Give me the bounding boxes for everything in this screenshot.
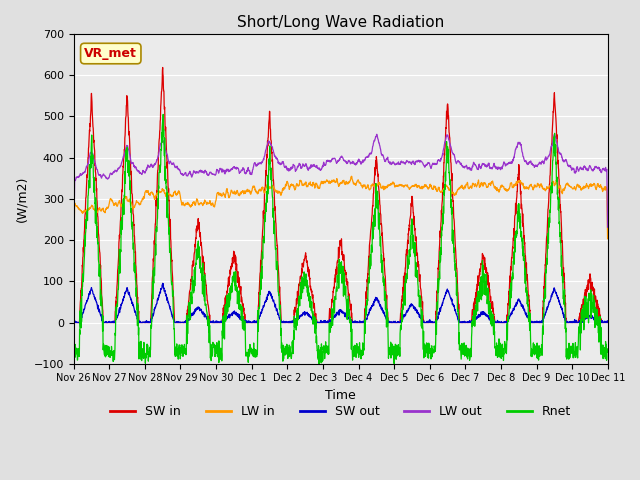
SW out xyxy=(604,318,611,324)
SW out xyxy=(557,304,564,310)
LW in xyxy=(219,193,227,199)
LW out xyxy=(496,165,504,171)
Line: LW in: LW in xyxy=(74,176,607,262)
SW in xyxy=(368,216,376,222)
SW out xyxy=(70,319,77,325)
SW out xyxy=(356,320,364,325)
LW out xyxy=(219,166,227,172)
Line: Rnet: Rnet xyxy=(74,114,607,364)
LW in xyxy=(604,236,611,241)
Line: LW out: LW out xyxy=(74,134,607,252)
LW in xyxy=(368,182,376,188)
LW out xyxy=(356,159,364,165)
LW out xyxy=(557,150,564,156)
LW out xyxy=(604,224,611,230)
LW in xyxy=(356,180,364,186)
LW out xyxy=(373,132,381,137)
Rnet xyxy=(557,240,564,246)
Title: Short/Long Wave Radiation: Short/Long Wave Radiation xyxy=(237,15,444,30)
Text: VR_met: VR_met xyxy=(84,47,137,60)
Rnet xyxy=(368,250,376,255)
SW out xyxy=(219,319,227,324)
LW out xyxy=(70,249,77,255)
X-axis label: Time: Time xyxy=(325,389,356,402)
Rnet xyxy=(159,111,167,117)
SW out xyxy=(572,320,579,325)
LW out xyxy=(367,151,375,156)
SW out xyxy=(496,320,504,325)
SW in xyxy=(572,320,579,325)
LW in xyxy=(348,173,355,179)
Rnet xyxy=(70,355,77,360)
Rnet xyxy=(604,349,611,355)
SW in xyxy=(356,320,364,325)
SW out xyxy=(70,320,78,325)
Rnet xyxy=(315,361,323,367)
Rnet xyxy=(356,352,364,358)
SW in xyxy=(604,320,611,325)
SW in xyxy=(159,65,166,71)
Y-axis label: (W/m2): (W/m2) xyxy=(15,176,28,222)
LW in xyxy=(572,187,579,192)
SW in xyxy=(219,311,227,317)
LW out xyxy=(572,170,579,176)
Rnet xyxy=(219,314,227,320)
LW in xyxy=(557,184,564,190)
SW in xyxy=(496,320,504,325)
SW out xyxy=(159,280,166,286)
SW in xyxy=(557,209,564,215)
SW out xyxy=(368,303,376,309)
LW in xyxy=(496,187,504,193)
Rnet xyxy=(496,340,504,346)
Line: SW in: SW in xyxy=(74,68,607,323)
Line: SW out: SW out xyxy=(74,283,607,323)
LW in xyxy=(70,259,77,265)
Rnet xyxy=(572,355,579,360)
SW in xyxy=(70,320,77,325)
Legend: SW in, LW in, SW out, LW out, Rnet: SW in, LW in, SW out, LW out, Rnet xyxy=(105,400,576,423)
